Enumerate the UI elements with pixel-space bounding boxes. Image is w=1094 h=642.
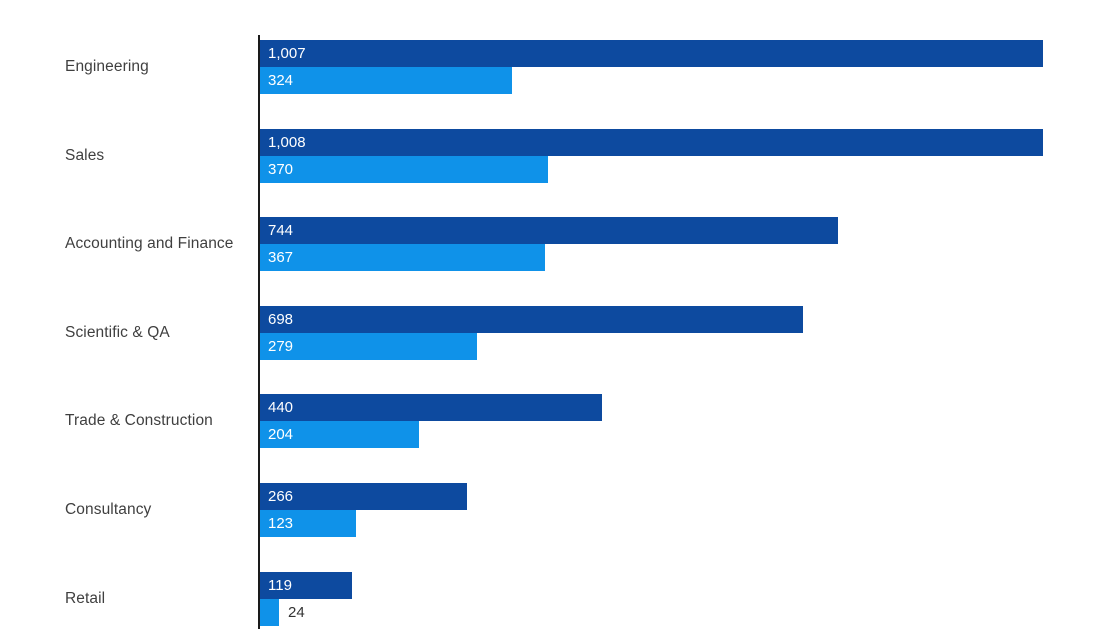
category-label: Sales	[65, 146, 105, 164]
bar-value-label: 744	[268, 222, 294, 240]
bar-value-label: 698	[268, 310, 294, 328]
bar-secondary: 370	[260, 155, 548, 183]
bar-primary: 266	[260, 483, 467, 510]
bar-secondary: 204	[260, 421, 419, 449]
category-label: Trade & Construction	[65, 412, 213, 430]
bar-group: 744 367	[260, 217, 838, 272]
bar-value-label: 266	[268, 488, 294, 505]
bar-secondary: 24	[260, 598, 305, 626]
category-label: Retail	[65, 589, 106, 607]
bar-value-label: 370	[268, 160, 294, 178]
category-label: Engineering	[65, 58, 149, 75]
category-label: Accounting and Finance	[65, 235, 234, 253]
chart-row: Retail 119 24	[0, 571, 1094, 626]
chart-row: Scientific & QA 698 279	[0, 305, 1094, 360]
bar-secondary: 367	[260, 244, 545, 272]
bar-group: 440 204	[260, 394, 602, 449]
bar-value-label: 1,007	[268, 45, 306, 62]
bar-value-label: 123	[268, 515, 294, 532]
bar-value-label: 279	[268, 337, 294, 355]
bar-value-label: 204	[268, 426, 294, 444]
bar-primary: 1,007	[260, 40, 1043, 67]
bar-secondary: 324	[260, 67, 512, 94]
bar-group: 266 123	[260, 483, 467, 537]
bar-value-label: 119	[268, 576, 292, 594]
bar-group: 1,007 324	[260, 40, 1043, 94]
bar-primary: 119	[260, 571, 352, 599]
bar-primary: 440	[260, 394, 602, 422]
chart-row: Accounting and Finance 744 367	[0, 217, 1094, 272]
chart-row: Consultancy 266 123	[0, 483, 1094, 537]
bar-primary: 1,008	[260, 128, 1043, 156]
bar-primary: 744	[260, 217, 838, 245]
bar-group: 119 24	[260, 571, 352, 626]
bar-value-label: 324	[268, 72, 294, 89]
chart-row: Trade & Construction 440 204	[0, 394, 1094, 449]
chart-row: Engineering 1,007 324	[0, 40, 1094, 94]
category-label: Consultancy	[65, 501, 152, 518]
y-axis-line	[258, 35, 260, 629]
bar-value-label: 440	[268, 399, 294, 417]
bar-group: 1,008 370	[260, 128, 1043, 183]
chart-row: Sales 1,008 370	[0, 128, 1094, 183]
bar-primary: 698	[260, 305, 803, 333]
bar-group: 698 279	[260, 305, 803, 360]
bar-value-label: 24	[288, 603, 305, 621]
category-label: Scientific & QA	[65, 323, 170, 341]
bar-secondary: 279	[260, 332, 477, 360]
bar-value-label: 1,008	[268, 133, 306, 151]
bar-secondary: 123	[260, 510, 356, 537]
bar-value-label: 367	[268, 249, 294, 267]
